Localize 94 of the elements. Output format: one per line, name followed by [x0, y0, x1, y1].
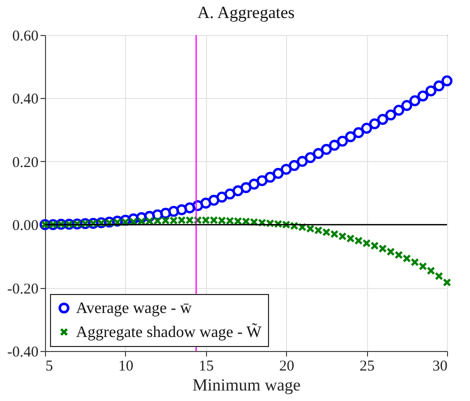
point — [306, 224, 314, 233]
point — [186, 216, 194, 224]
point — [168, 206, 180, 217]
y-tick-label: 0.20 — [12, 154, 38, 171]
point — [385, 109, 396, 120]
point — [410, 258, 420, 266]
point — [129, 218, 138, 226]
point — [345, 131, 356, 142]
point — [328, 140, 340, 151]
x-tick-label: 20 — [279, 358, 294, 374]
point — [288, 160, 300, 171]
point — [272, 168, 284, 179]
y-tick-label: 0.60 — [12, 28, 38, 44]
point — [256, 175, 268, 186]
point — [433, 80, 444, 92]
point — [137, 217, 146, 226]
point — [169, 216, 178, 225]
point — [369, 118, 380, 130]
point — [192, 200, 204, 212]
point — [346, 234, 355, 243]
point — [184, 202, 196, 214]
point — [426, 266, 436, 275]
point — [232, 185, 244, 196]
point — [418, 262, 428, 270]
x-tick-label: 30 — [432, 358, 448, 374]
point — [338, 232, 347, 240]
point — [401, 100, 412, 111]
point — [112, 216, 123, 227]
point — [417, 90, 428, 102]
y-tick-label: 0.00 — [12, 218, 38, 234]
x-tick-label: 25 — [360, 358, 375, 374]
x-tick-label: 15 — [198, 358, 214, 374]
point — [266, 219, 274, 228]
chart-title: A. Aggregates — [197, 3, 295, 22]
x-tick-label: 10 — [118, 358, 134, 374]
point — [370, 242, 379, 250]
point — [176, 204, 188, 216]
point — [282, 220, 290, 229]
point — [354, 236, 363, 245]
x-axis-title: Minimum wage — [192, 376, 301, 394]
point — [290, 222, 298, 230]
point — [216, 192, 228, 203]
point — [200, 198, 212, 209]
point — [240, 182, 252, 194]
legend-label: Average wage - w̄ — [76, 300, 192, 317]
point — [113, 218, 122, 227]
y-tick-label: -0.40 — [7, 344, 38, 360]
point — [242, 217, 250, 226]
point — [434, 272, 444, 280]
point — [353, 127, 364, 138]
point — [161, 216, 170, 225]
point — [386, 248, 395, 256]
point — [361, 122, 372, 134]
y-tick-label: -0.20 — [7, 281, 38, 298]
point — [402, 254, 411, 263]
point — [274, 220, 282, 228]
point — [248, 178, 260, 190]
point — [210, 216, 218, 224]
point — [304, 152, 316, 164]
point — [250, 218, 258, 226]
point — [153, 216, 162, 225]
point — [258, 218, 266, 227]
point — [320, 144, 332, 155]
point — [226, 216, 234, 225]
point — [312, 148, 324, 159]
point — [442, 278, 452, 287]
point — [337, 136, 348, 147]
point — [296, 156, 308, 167]
point — [322, 228, 331, 236]
point — [394, 250, 403, 260]
point — [314, 226, 323, 234]
legend-label: Aggregate shadow wage - W̃ — [76, 322, 262, 341]
point — [409, 95, 420, 106]
point — [202, 216, 210, 224]
point — [298, 222, 306, 232]
point — [377, 114, 388, 125]
point — [178, 216, 186, 224]
point — [194, 216, 202, 224]
point — [378, 244, 387, 253]
point — [224, 188, 236, 200]
point — [362, 239, 371, 248]
point — [442, 75, 452, 86]
y-tick-label: 0.40 — [12, 92, 38, 108]
point — [218, 216, 226, 225]
point — [330, 230, 339, 238]
point — [160, 208, 172, 219]
point — [208, 194, 220, 206]
point — [264, 172, 276, 183]
point — [425, 85, 436, 96]
x-tick-label: 5 — [46, 358, 53, 374]
point — [280, 164, 292, 175]
point — [152, 209, 164, 220]
point — [393, 104, 404, 116]
point — [121, 218, 130, 226]
